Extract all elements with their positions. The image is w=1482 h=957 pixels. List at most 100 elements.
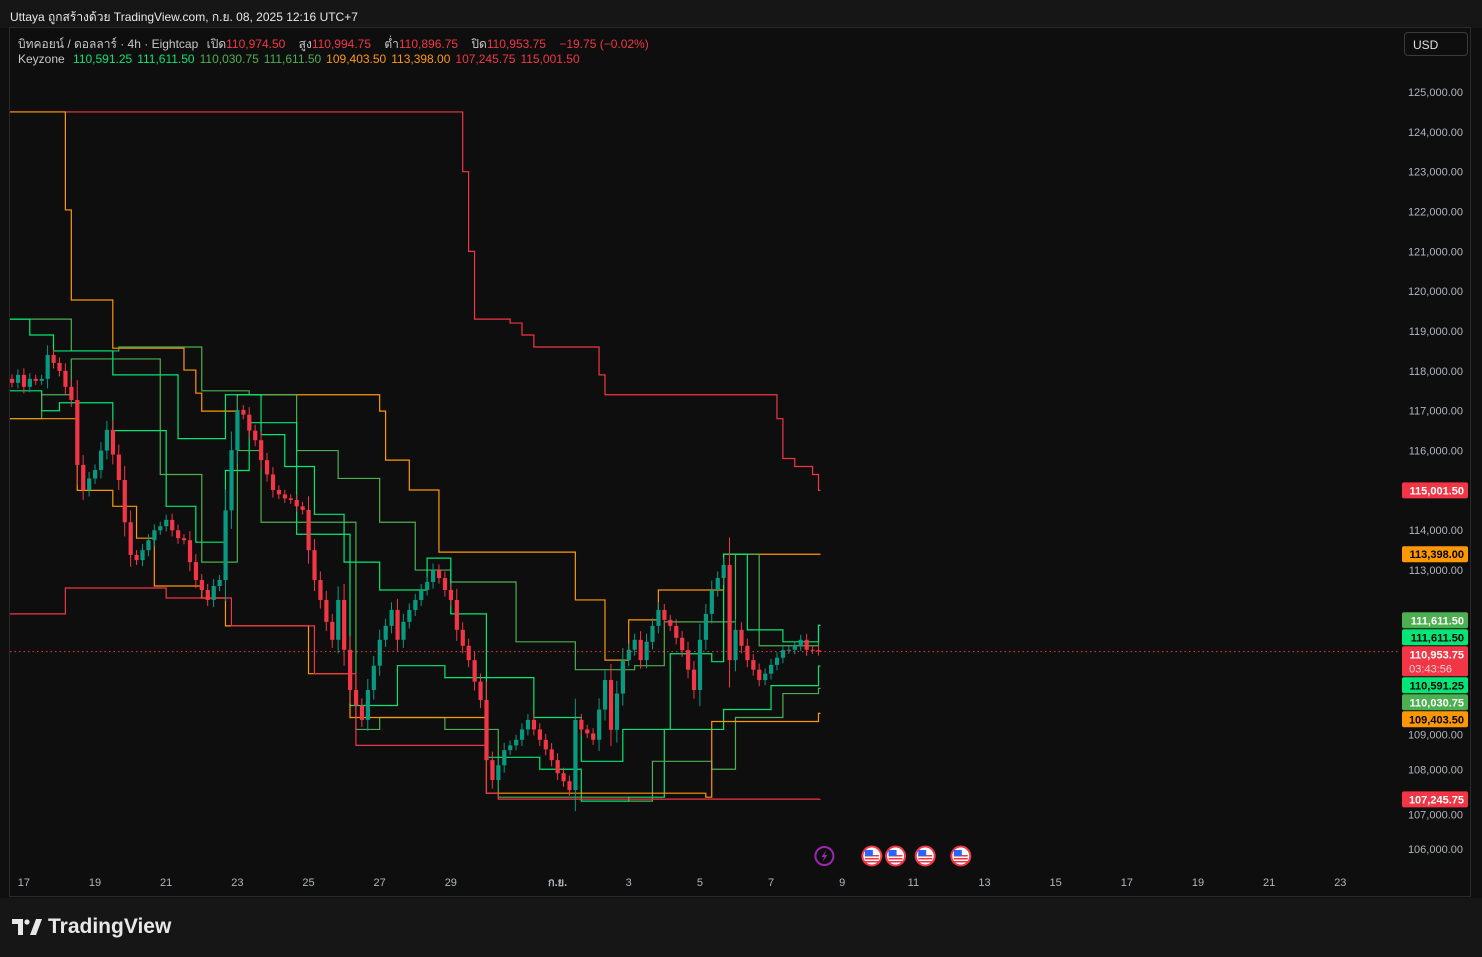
us-flag-stripe xyxy=(864,858,879,860)
candle-body xyxy=(122,480,127,523)
x-tick-label: 17 xyxy=(1121,877,1133,889)
y-tick-label: 125,000.00 xyxy=(1408,87,1463,99)
candle-body xyxy=(431,570,436,583)
lightning-icon-bolt xyxy=(821,850,828,862)
candle-body xyxy=(460,629,465,646)
price-badge xyxy=(1402,482,1468,499)
indicator-legend: Keyzone 110,591.25 111,611.50 110,030.75 11… xyxy=(18,52,590,66)
candle-body xyxy=(158,526,163,531)
candle-body xyxy=(241,409,246,415)
y-tick-label: 124,000.00 xyxy=(1408,127,1463,139)
candle-body xyxy=(680,637,685,651)
high-label: สูง xyxy=(298,37,312,51)
candle-body xyxy=(691,669,697,690)
candle-body xyxy=(306,509,311,551)
us-flag-canton xyxy=(888,850,897,856)
x-tick-label: 27 xyxy=(374,877,386,889)
price-badge xyxy=(1402,546,1468,563)
candle-body xyxy=(270,474,276,491)
candle-body xyxy=(181,538,187,541)
us-flag-stripe xyxy=(864,861,879,863)
candle-body xyxy=(567,781,572,790)
price-badge xyxy=(1402,791,1468,808)
currency-button[interactable]: USD xyxy=(1404,32,1468,56)
tradingview-logo[interactable]: TradingView xyxy=(12,915,171,939)
candle-body xyxy=(264,460,270,475)
keyzone-line-3 xyxy=(10,318,821,762)
x-tick-label: 11 xyxy=(908,877,919,889)
candle-body xyxy=(508,745,513,751)
top-bar: Uttaya ถูกสร้างด้วย TradingView.com, ก.ย… xyxy=(0,0,1482,28)
us-flag-stripe xyxy=(888,858,903,860)
candle-body xyxy=(81,464,86,491)
candle-body xyxy=(98,450,104,471)
chart-pane[interactable] xyxy=(9,27,1471,897)
candle-body xyxy=(247,414,252,431)
candle-body xyxy=(116,454,121,481)
candle-body xyxy=(359,705,365,720)
candle-body xyxy=(170,519,175,531)
symbol-name[interactable]: บิทคอยน์ / ดอลลาร์ · 4h · Eightcap xyxy=(18,37,199,51)
candle-body xyxy=(15,374,21,383)
x-tick-label: 7 xyxy=(768,877,774,889)
price-badge-label: 111,611.50 xyxy=(1411,615,1464,627)
indicator-value: 110,030.75 xyxy=(199,52,259,66)
candle-body xyxy=(134,554,139,561)
close-label: ปิด xyxy=(471,37,487,51)
candle-body xyxy=(128,522,133,555)
candle-body xyxy=(626,649,631,661)
countdown-label: 03:43:56 xyxy=(1409,663,1452,675)
x-tick-label: 5 xyxy=(697,877,703,889)
y-tick-label: 116,000.00 xyxy=(1409,446,1463,458)
us-flag-stripe xyxy=(888,861,903,863)
candle-body xyxy=(377,639,382,666)
candle-body xyxy=(324,599,329,622)
candle-body xyxy=(656,609,661,626)
candle-body xyxy=(484,699,489,761)
y-tick-label: 113,000.00 xyxy=(1409,565,1463,577)
candle-body xyxy=(146,540,151,551)
candle-body xyxy=(579,719,584,730)
candle-body xyxy=(300,506,305,510)
close-value: 110,953.75 xyxy=(486,37,546,51)
candle-body xyxy=(531,719,537,730)
indicator-name[interactable]: Keyzone xyxy=(18,52,65,66)
keyzone-line-7 xyxy=(10,587,821,800)
candle-body xyxy=(739,629,744,646)
x-tick-label: 15 xyxy=(1050,877,1062,889)
candle-body xyxy=(496,765,501,781)
candle-body xyxy=(573,719,578,790)
price-badge-label: 110,030.75 xyxy=(1410,697,1464,709)
us-flag-stripe xyxy=(918,861,933,863)
current-price-badge xyxy=(1402,646,1468,677)
indicator-value: 109,403.50 xyxy=(326,52,387,66)
lightning-icon[interactable] xyxy=(814,846,835,866)
x-tick-label: 21 xyxy=(160,877,172,889)
candle-body xyxy=(608,680,614,730)
x-tick-label: 17 xyxy=(18,877,30,889)
candle-body xyxy=(810,649,815,651)
candle-body xyxy=(715,578,720,590)
candle-body xyxy=(561,773,566,782)
candle-body xyxy=(591,733,596,740)
x-tick-label: 23 xyxy=(231,877,243,889)
keyzone-line-1 xyxy=(10,111,821,661)
y-tick-label: 119,000.00 xyxy=(1409,326,1463,338)
candle-body xyxy=(45,354,50,379)
candle-body xyxy=(662,609,667,620)
x-tick-label: ก.ย. xyxy=(548,877,567,889)
candle-body xyxy=(769,664,774,674)
candle-body xyxy=(780,650,786,658)
candle-body xyxy=(69,386,74,400)
keyzone-line-0 xyxy=(10,111,821,491)
candle-body xyxy=(235,409,240,451)
candle-body xyxy=(751,660,756,670)
candle-body xyxy=(75,399,80,465)
price-badge xyxy=(1402,694,1468,711)
candle-body xyxy=(152,530,157,541)
candle-body xyxy=(93,470,98,479)
candle-body xyxy=(638,639,643,661)
candle-body xyxy=(229,450,234,511)
change-value: −19.75 (−0.02%) xyxy=(559,37,649,51)
candle-body xyxy=(727,564,732,661)
